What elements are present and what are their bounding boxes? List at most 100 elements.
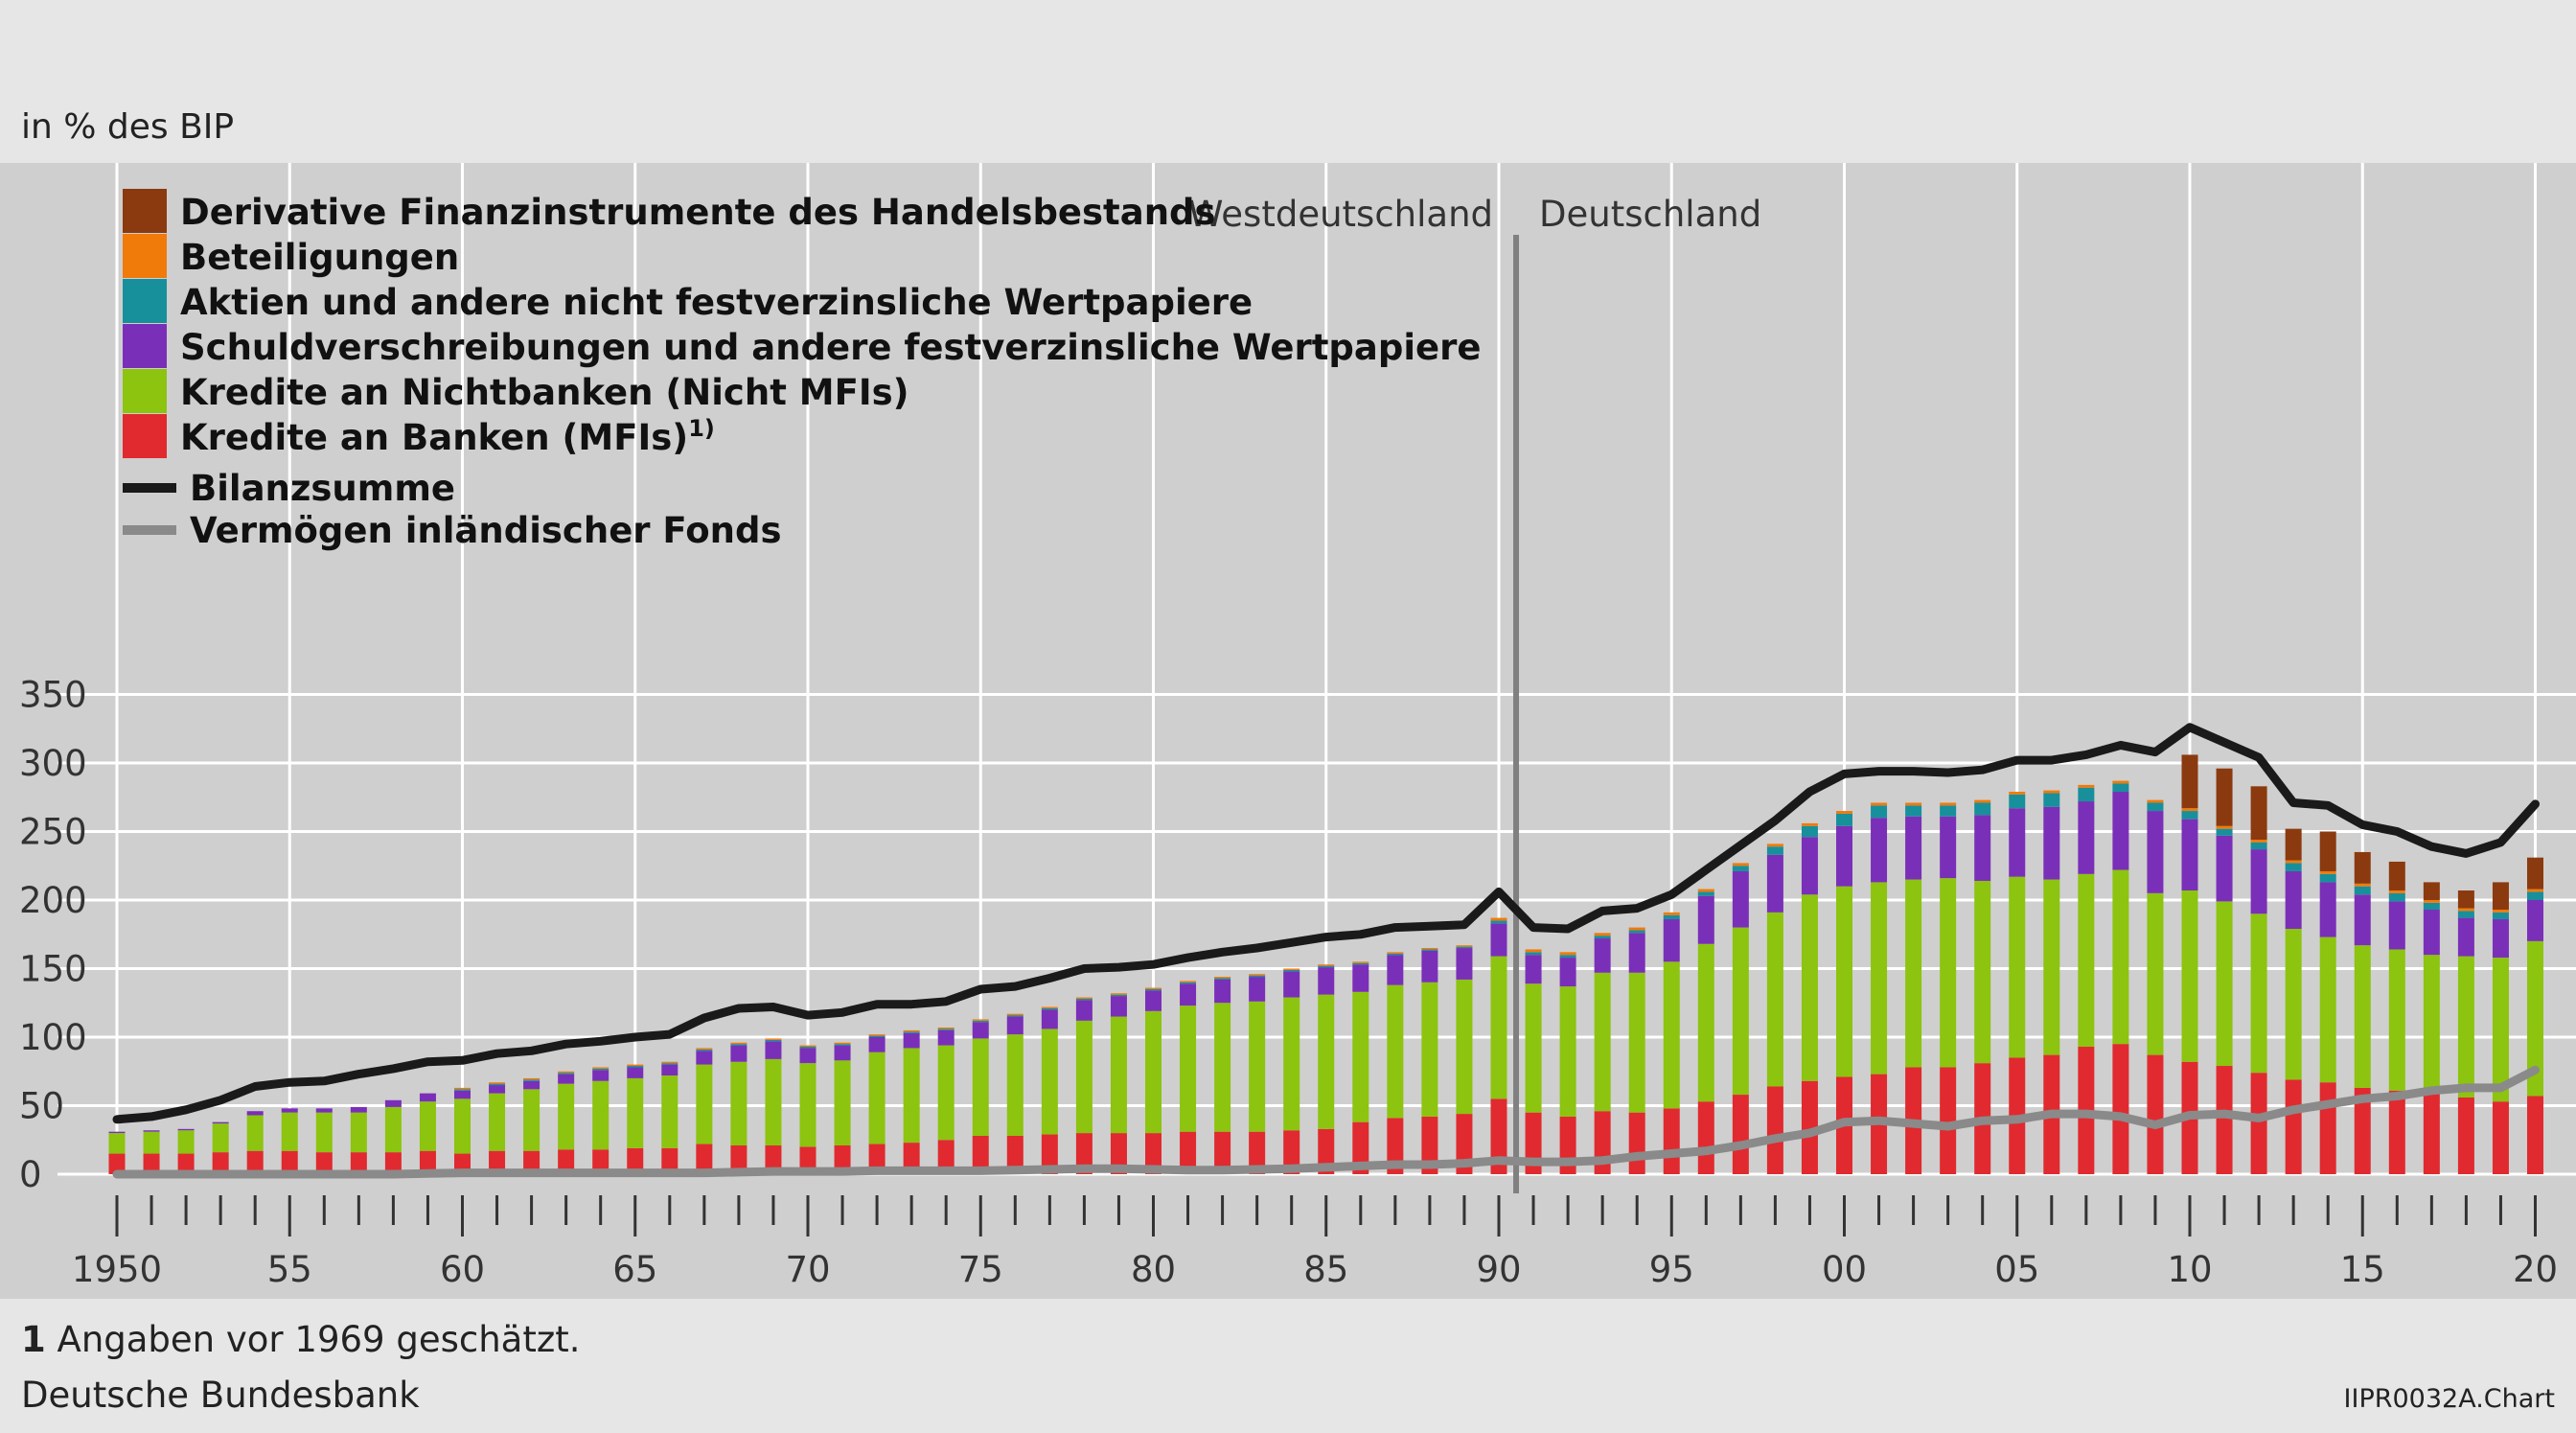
bar-kredite_banken-1965 [627,1147,644,1174]
bar-kredite_nichtbanken-2004 [1974,880,1991,1064]
bar-kredite_nichtbanken-2016 [2388,949,2405,1091]
bar-beteiligungen-1978 [1075,997,1092,999]
bar-kredite_nichtbanken-1996 [1697,943,1714,1102]
bar-schuldverschreibungen-1962 [523,1080,540,1090]
bar-beteiligungen-2013 [2285,860,2302,864]
bar-aktien-1962 [523,1079,540,1081]
bar-kredite_nichtbanken-1990 [1490,956,1507,1099]
bar-aktien-1989 [1456,946,1473,949]
bar-kredite_banken-1978 [1075,1133,1092,1174]
bar-beteiligungen-2011 [2216,825,2233,829]
bar-kredite_banken-1977 [1041,1134,1058,1174]
bar-beteiligungen-1977 [1041,1006,1058,1008]
bar-beteiligungen-1975 [972,1019,989,1021]
bar-aktien-2019 [2492,912,2509,920]
footnote: 1 Angaben vor 1969 geschätzt. [21,1319,581,1360]
bar-aktien-1992 [1559,955,1576,959]
bar-schuldverschreibungen-1965 [627,1067,644,1078]
bar-kredite_banken-1994 [1628,1112,1645,1174]
bar-aktien-1960 [454,1089,471,1091]
bar-schuldverschreibungen-1958 [384,1099,402,1107]
bar-kredite_banken-1969 [765,1144,782,1174]
bar-kredite_nichtbanken-2005 [2009,876,2026,1058]
bar-kredite_banken-1955 [281,1150,298,1174]
bar-kredite_nichtbanken-1968 [730,1061,748,1145]
bar-schuldverschreibungen-1990 [1490,923,1507,957]
legend-label-derivative: Derivative Finanzinstrumente des Handels… [180,192,1216,233]
bar-schuldverschreibungen-2011 [2216,835,2233,902]
bar-schuldverschreibungen-1998 [1766,854,1783,913]
bar-kredite_banken-2008 [2112,1044,2129,1174]
bar-beteiligungen-1980 [1145,987,1162,989]
bar-kredite_nichtbanken-1981 [1180,1005,1197,1132]
y-tick-label: 200 [19,880,87,921]
bar-kredite_nichtbanken-2019 [2492,958,2509,1102]
bar-aktien-1977 [1041,1007,1058,1010]
bar-beteiligungen-1979 [1110,993,1127,995]
bar-aktien-1981 [1180,982,1197,984]
bar-schuldverschreibungen-2020 [2527,900,2543,941]
bar-schuldverschreibungen-2010 [2181,819,2198,890]
y-tick-label: 350 [19,675,87,716]
legend-swatch-aktien [123,279,167,323]
bar-aktien-2016 [2388,892,2405,902]
bar-kredite_nichtbanken-2012 [2250,913,2267,1074]
bar-kredite_nichtbanken-1988 [1421,982,1438,1117]
x-tick-label: 85 [1303,1249,1348,1290]
bar-aktien-1996 [1697,891,1714,896]
bar-aktien-1986 [1352,962,1369,965]
bar-schuldverschreibungen-1977 [1041,1009,1058,1029]
bar-aktien-2013 [2285,863,2302,871]
x-tick-label: 00 [1822,1249,1867,1290]
bar-beteiligungen-1984 [1283,968,1300,970]
bar-schuldverschreibungen-1999 [1801,837,1818,895]
bar-derivative-2020 [2527,857,2543,890]
bar-kredite_banken-1971 [834,1144,851,1174]
bar-kredite_nichtbanken-1983 [1249,1001,1266,1132]
bar-aktien-1976 [1006,1015,1024,1017]
bar-aktien-1993 [1594,936,1611,939]
y-axis: 0 50 100 150 200 250 300 350 [19,675,87,1196]
bar-aktien-1990 [1490,920,1507,924]
bar-beteiligungen-2003 [1940,802,1957,806]
bar-derivative-2014 [2319,831,2336,871]
bar-kredite_banken-1954 [246,1150,264,1174]
region-divider: Westdeutschland Deutschland [1188,194,1761,1193]
bar-schuldverschreibungen-1980 [1145,990,1162,1011]
x-axis: 1950 55 60 65 70 75 80 85 90 95 00 05 10 15 20 [72,1195,2558,1290]
bar-aktien-2011 [2216,828,2233,836]
x-tick-label: 75 [958,1249,1003,1290]
bar-schuldverschreibungen-2006 [2043,806,2060,880]
bar-kredite_nichtbanken-1953 [212,1123,229,1153]
bar-schuldverschreibungen-2008 [2112,792,2129,870]
bar-kredite_banken-1981 [1180,1131,1197,1174]
x-tick-label: 95 [1649,1249,1694,1290]
bar-aktien-1973 [903,1031,920,1033]
bar-kredite_nichtbanken-2000 [1836,886,1852,1077]
bar-schuldverschreibungen-1971 [834,1045,851,1061]
bar-kredite_nichtbanken-1984 [1283,997,1300,1131]
bar-beteiligungen-2015 [2354,883,2371,887]
legend-swatch-beteiligungen [123,234,167,278]
bar-schuldverschreibungen-1972 [868,1037,886,1052]
bar-kredite_nichtbanken-1956 [315,1112,333,1153]
legend-label-kredite_nichtbanken: Kredite an Nichtbanken (Nicht MFIs) [180,372,909,413]
bar-kredite_banken-1998 [1766,1086,1783,1174]
bar-schuldverschreibungen-1996 [1697,895,1714,944]
bar-schuldverschreibungen-1961 [489,1085,506,1094]
bar-schuldverschreibungen-2014 [2319,882,2336,937]
unit-label: in % des BIP [21,107,235,147]
bar-aktien-2002 [1905,805,1922,817]
bar-schuldverschreibungen-2005 [2009,808,2026,877]
bar-kredite_nichtbanken-1951 [143,1131,160,1154]
bar-beteiligungen-1970 [799,1045,816,1048]
bar-kredite_banken-1986 [1352,1121,1369,1174]
bar-beteiligungen-2006 [2043,790,2060,794]
bar-aktien-1982 [1214,978,1231,980]
bar-beteiligungen-1999 [1801,822,1818,826]
bar-schuldverschreibungen-1974 [937,1029,954,1046]
bar-schuldverschreibungen-1964 [592,1070,610,1081]
bar-kredite_banken-2003 [1940,1067,1957,1174]
legend-label-bilanzsumme: Bilanzsumme [190,468,455,509]
bar-derivative-2018 [2457,890,2474,909]
